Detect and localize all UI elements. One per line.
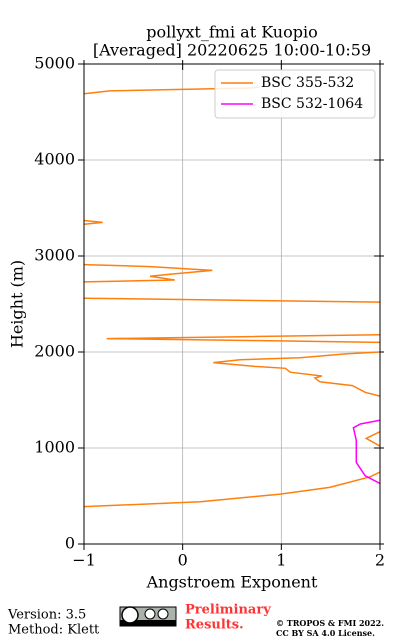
cc-logo bbox=[119, 606, 177, 627]
notice: Results. bbox=[185, 618, 244, 633]
x-tick-label: 2 bbox=[375, 551, 385, 570]
x-tick-label: −1 bbox=[72, 551, 96, 570]
y-axis-label: Height (m) bbox=[8, 260, 27, 348]
method: Method: Klett bbox=[8, 623, 100, 638]
x-axis-label: Angstroem Exponent bbox=[146, 573, 318, 592]
legend-box bbox=[214, 69, 376, 119]
x-tick-label: 0 bbox=[178, 551, 188, 570]
legend-label: BSC 355-532 bbox=[261, 75, 354, 91]
profile-line bbox=[84, 86, 380, 508]
chart-subtitle: [Averaged] 20220625 10:00-10:59 bbox=[93, 41, 371, 60]
x-tick-label: 1 bbox=[276, 551, 286, 570]
y-tick-label: 3000 bbox=[34, 246, 75, 265]
y-tick-label: 1000 bbox=[34, 438, 75, 457]
y-tick-label: 2000 bbox=[34, 342, 75, 361]
copyright: © TROPOS & FMI 2022. bbox=[276, 618, 384, 628]
legend-label: BSC 532-1064 bbox=[261, 96, 363, 112]
plot-frame bbox=[83, 63, 381, 545]
version: Version: 3.5 bbox=[7, 608, 86, 623]
y-tick-label: 4000 bbox=[34, 150, 75, 169]
chart-title: pollyxt_fmi at Kuopio bbox=[146, 23, 317, 42]
copyright: CC BY SA 4.0 License. bbox=[276, 628, 375, 638]
y-tick-label: 5000 bbox=[34, 54, 75, 73]
notice: Preliminary bbox=[185, 603, 271, 618]
y-tick-label: 0 bbox=[65, 534, 75, 553]
profile-line bbox=[352, 419, 380, 485]
